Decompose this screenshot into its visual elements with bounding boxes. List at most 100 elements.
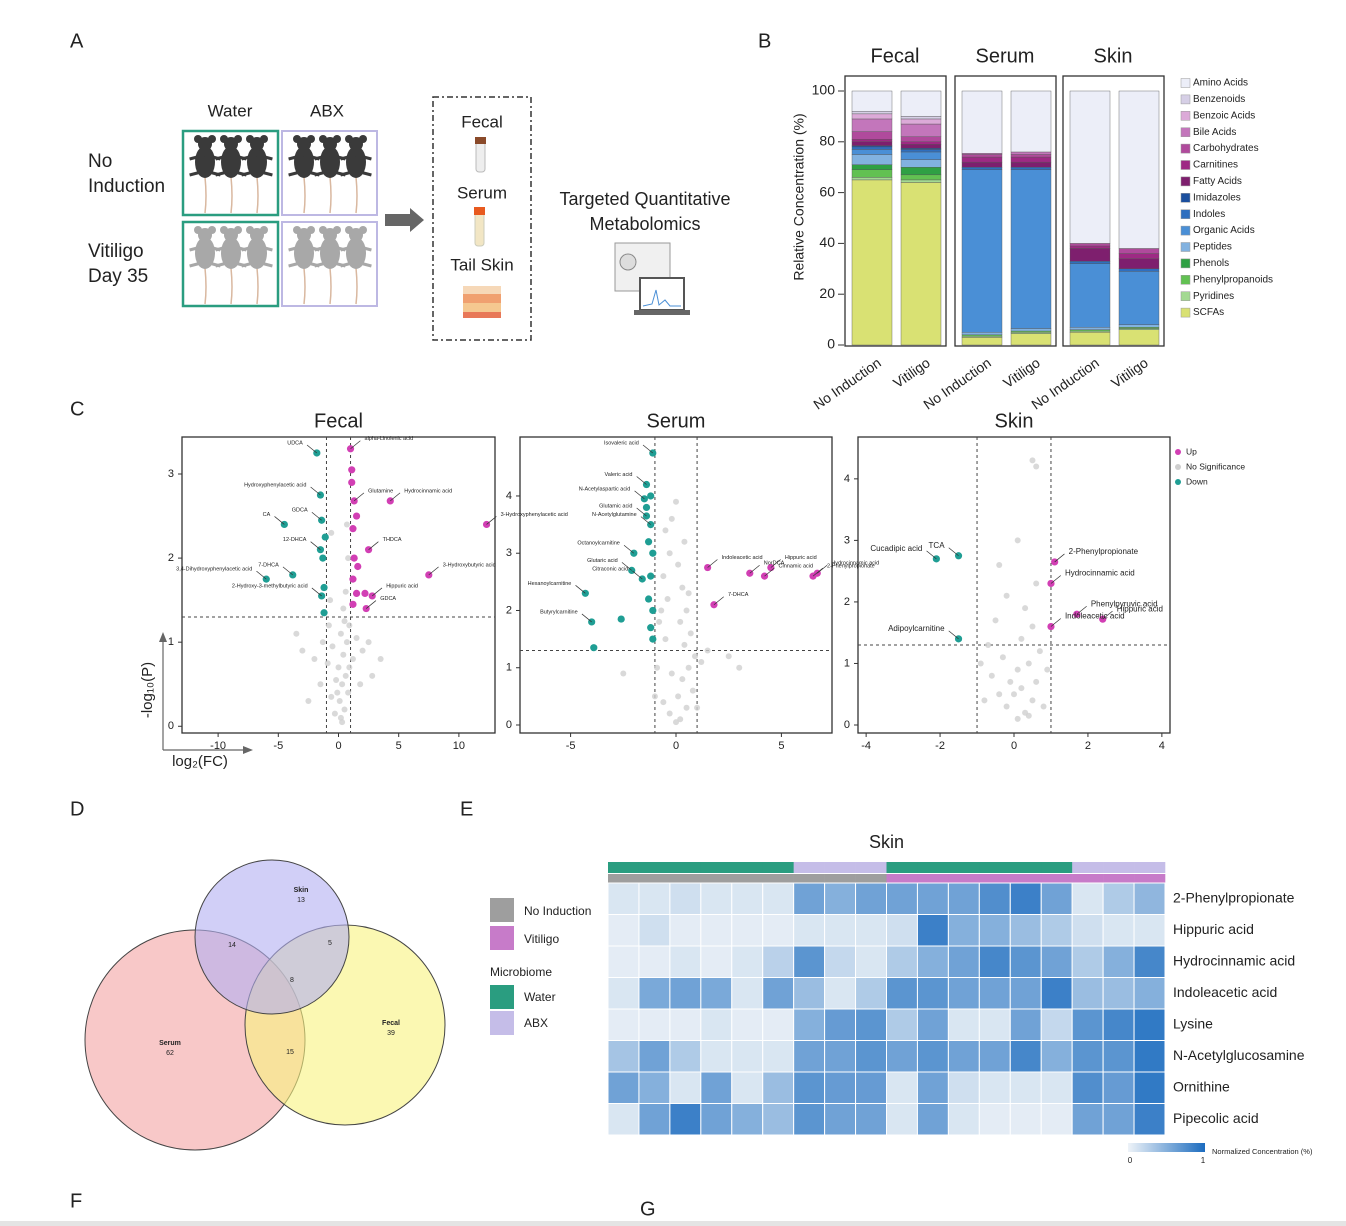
column-header: Water	[208, 101, 253, 120]
heatmap-cell	[824, 945, 857, 978]
point-label: Phenylpyruvic acid	[1091, 599, 1158, 608]
tube	[475, 139, 486, 173]
point	[329, 643, 336, 650]
bar-segment	[1010, 156, 1052, 163]
point	[681, 538, 688, 545]
legend-label: Carbohydrates	[1193, 143, 1259, 154]
x-tick-label: 4	[1159, 740, 1165, 752]
cage	[181, 129, 280, 217]
heatmap-cell	[824, 1103, 857, 1136]
legend-swatch	[490, 898, 514, 922]
point-label: UDCA	[287, 440, 303, 446]
heatmap-cell	[731, 945, 764, 978]
bar-segment	[1069, 260, 1111, 264]
mouse-leg	[288, 260, 305, 268]
point	[1040, 703, 1047, 710]
bar-segment	[1069, 327, 1111, 330]
x-tick-label: -2	[935, 740, 945, 752]
heatmap-cell	[731, 1040, 764, 1073]
point	[685, 590, 692, 597]
heatmap-cell	[793, 914, 826, 947]
mouse-ear	[345, 135, 353, 143]
label-leader	[1050, 575, 1061, 584]
mouse-ear	[359, 226, 367, 234]
bar-segment	[1118, 248, 1160, 254]
significant-point	[280, 520, 288, 529]
heatmap-cell	[669, 977, 702, 1010]
point-label: Cinnamic acid	[779, 564, 814, 570]
legend-swatch	[1180, 258, 1191, 269]
mouse-leg	[189, 153, 206, 161]
significant-point	[316, 546, 325, 554]
point	[1014, 715, 1021, 722]
mouse-tail	[303, 267, 306, 305]
annotation-cell	[793, 862, 825, 873]
point	[341, 706, 348, 713]
heatmap-cell	[1133, 1103, 1166, 1136]
point-label: Hippuric acid	[1117, 604, 1163, 613]
mouse-leg	[314, 244, 331, 252]
y-tick-label: 1	[506, 662, 512, 674]
significant-point	[289, 571, 297, 579]
annotation-cell	[979, 874, 1011, 883]
heatmap-cell	[886, 945, 918, 978]
point-label: 7-DHCA	[728, 592, 749, 598]
y-tick-label: 3	[844, 534, 850, 546]
heatmap-cell	[607, 1103, 640, 1136]
colorbar-label: 0	[1128, 1156, 1133, 1165]
heatmap-cell	[793, 1071, 826, 1104]
y-tick-label: 40	[819, 234, 835, 250]
heatmap-cell	[855, 882, 887, 915]
heatmap-cell	[1071, 977, 1104, 1010]
bar-segment	[851, 177, 893, 181]
legend-label: No Induction	[524, 904, 591, 918]
heatmap-cell	[916, 945, 949, 978]
point	[339, 681, 346, 688]
chart-title: Serum	[647, 410, 706, 432]
point-label: GDCA	[292, 508, 308, 514]
annotation-cell	[731, 862, 764, 873]
legend-swatch	[1175, 479, 1181, 485]
heatmap-cell	[1133, 1071, 1166, 1104]
mouse-leg	[189, 244, 206, 252]
y-tick-label: 2	[168, 552, 174, 564]
panel-label: F	[70, 1190, 82, 1212]
heatmap-cell	[1071, 1071, 1104, 1104]
point	[673, 719, 679, 726]
point	[339, 719, 346, 726]
point-label: Butyrylcarnitine	[540, 609, 578, 615]
mouse-leg	[241, 260, 258, 268]
sample-label: Tail Skin	[450, 255, 513, 274]
heatmap-cell	[1071, 882, 1104, 915]
row-label: Ornithine	[1173, 1078, 1230, 1094]
skin-layer	[463, 294, 501, 303]
heatmap-cell	[978, 1040, 1011, 1073]
chart-title: Skin	[869, 832, 904, 852]
point-label: Hydrocinnamic acid	[404, 488, 452, 494]
mouse-ear	[307, 135, 315, 143]
heatmap-cell	[947, 1040, 980, 1073]
legend-swatch	[1180, 143, 1191, 154]
mouse-tail	[230, 267, 233, 305]
label-leader	[350, 440, 361, 450]
point	[1029, 457, 1036, 464]
y-tick-label: 1	[168, 636, 174, 648]
significant-point	[362, 604, 370, 613]
heatmap-cell	[638, 1071, 671, 1104]
significant-point	[647, 624, 655, 632]
bar-segment	[961, 154, 1003, 158]
sample-box	[432, 96, 532, 341]
heatmap-cell	[978, 945, 1011, 978]
mouse-ear	[208, 226, 216, 234]
skin-layer	[463, 303, 501, 312]
mouse-leg	[355, 169, 372, 177]
y-axis-label: Relative Concentration (%)	[791, 113, 807, 280]
legend-label: Indoles	[1193, 209, 1225, 220]
heatmap-cell	[638, 1040, 671, 1073]
mouse-leg	[288, 153, 305, 161]
label-leader	[274, 516, 285, 525]
heatmap-cell	[947, 977, 980, 1010]
point	[683, 704, 690, 711]
mouse-ear	[260, 226, 268, 234]
annotation-cell	[793, 874, 825, 883]
